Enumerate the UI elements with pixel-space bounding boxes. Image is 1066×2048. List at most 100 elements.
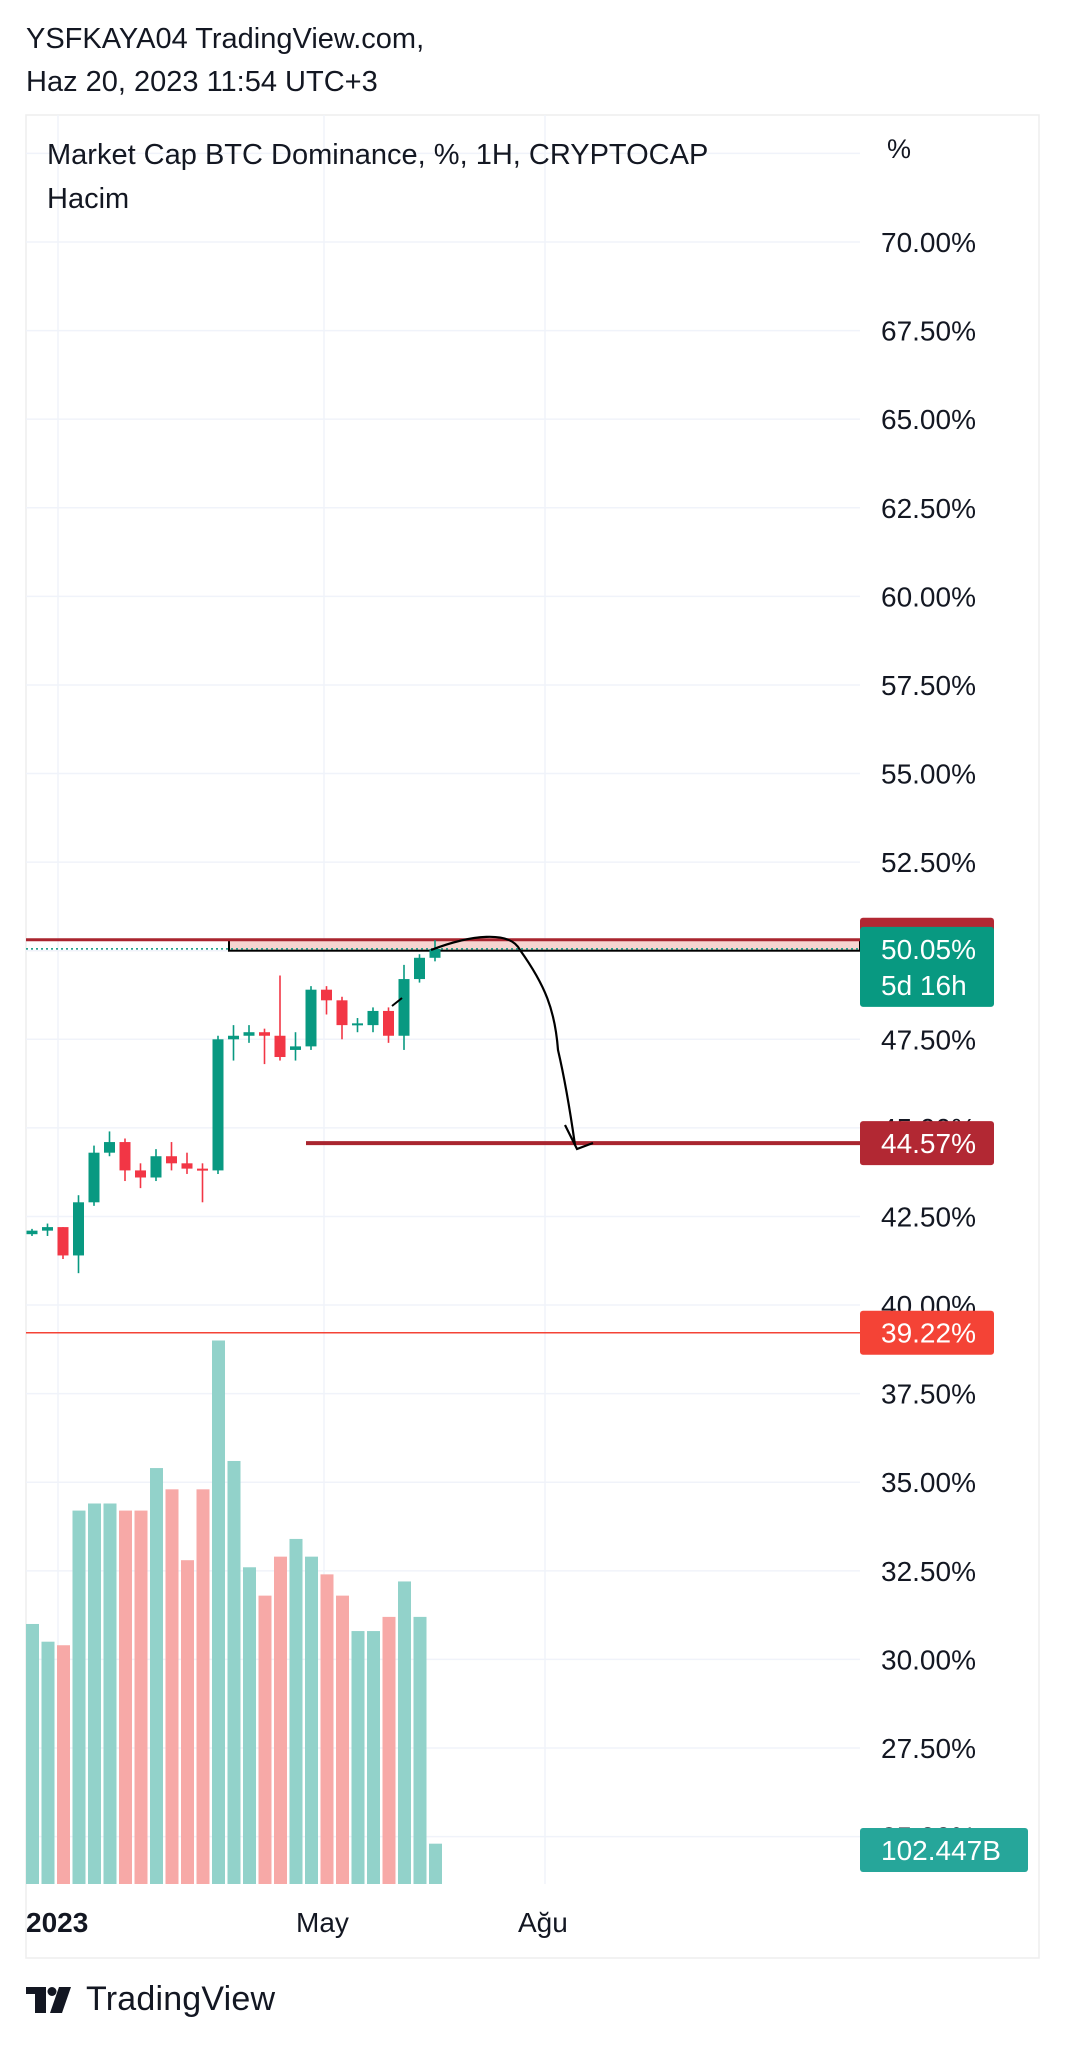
y-tick-label: 35.00% [881, 1467, 976, 1498]
candle-body [259, 1032, 270, 1036]
volume-bar [243, 1567, 256, 1884]
candle-body [197, 1168, 208, 1171]
candle-body [336, 1000, 348, 1026]
volume-bar [258, 1595, 272, 1884]
tradingview-logo[interactable]: TradingView [26, 1980, 275, 2019]
price-label-text: 44.57% [881, 1128, 976, 1159]
annotation-arrow-curve [430, 935, 577, 1146]
volume-bar [103, 1503, 117, 1884]
price-label-box [860, 1121, 994, 1166]
volume-bar [119, 1510, 132, 1884]
author-line: YSFKAYA04 TradingView.com, [26, 23, 425, 55]
candle-body [321, 989, 332, 1001]
volume-bar [305, 1556, 318, 1884]
volume-indicator-label: Hacim [47, 183, 129, 215]
y-tick-label: 65.00% [881, 404, 976, 435]
volume-bar [227, 1460, 241, 1884]
y-tick-label: 30.00% [881, 1644, 976, 1675]
candle-body [166, 1156, 177, 1164]
candles [26, 940, 441, 1274]
x-tick-label: 2023 [26, 1907, 88, 1938]
price-label-countdown: 5d 16h [881, 970, 967, 1001]
candle-body [429, 948, 441, 958]
candle-body [88, 1152, 100, 1203]
resistance-zone [228, 938, 861, 952]
volume-bar [398, 1581, 411, 1884]
candle-body [212, 1039, 224, 1171]
volume-bar [274, 1556, 287, 1884]
candle-body [398, 979, 410, 1036]
volume-bar [382, 1616, 396, 1884]
y-tick-label: 55.00% [881, 759, 976, 790]
y-tick-label: 32.50% [881, 1556, 976, 1587]
y-tick-label: 47.50% [881, 1024, 976, 1055]
annotations [391, 935, 594, 1151]
volume-bar [196, 1489, 210, 1884]
volume-bar [26, 1623, 39, 1884]
candle-body [119, 1142, 131, 1171]
volume-bar [367, 1631, 380, 1884]
levels [26, 938, 861, 1334]
candle-body [352, 1023, 363, 1026]
candle-body [243, 1032, 255, 1036]
volume-bar [88, 1503, 101, 1884]
volume-bar [289, 1538, 303, 1884]
price-label-box [860, 926, 994, 1007]
volume-label-box [860, 1828, 1028, 1872]
price-label-text: 39.22% [881, 1318, 976, 1349]
chart-frame [25, 114, 1040, 1959]
annotation-tick [391, 997, 403, 1007]
y-tick-label: 37.50% [881, 1379, 976, 1410]
volume-bar [150, 1468, 163, 1884]
volume-bar [41, 1641, 55, 1884]
candle-body [57, 1227, 69, 1256]
candle-body [104, 1142, 115, 1153]
y-tick-label: 70.00% [881, 227, 976, 258]
chart-title: Market Cap BTC Dominance, %, 1H, CRYPTOC… [47, 139, 708, 171]
volume-bar [429, 1843, 442, 1884]
y-axis-unit: % [887, 134, 911, 164]
candle-body [135, 1170, 146, 1178]
candle-body [367, 1010, 379, 1026]
x-axis: 2023 May Ağu [26, 1907, 568, 1938]
candle-body [274, 1035, 286, 1058]
x-tick-label: May [296, 1907, 349, 1938]
price-label-text: 50.05% [881, 934, 976, 965]
volume-bars [26, 1340, 442, 1884]
tradingview-brand: TradingView [86, 1980, 276, 2018]
volume-label-text: 102.447B [881, 1835, 1001, 1866]
y-tick-label: 52.50% [881, 847, 976, 878]
volume-bar [165, 1489, 179, 1884]
timestamp-line: Haz 20, 2023 11:54 UTC+3 [26, 66, 378, 98]
volume-bar [320, 1574, 334, 1884]
candle-body [383, 1010, 394, 1036]
annotation-arrow-head [564, 1124, 594, 1151]
volume-bar [181, 1560, 194, 1884]
chart-header: YSFKAYA04 TradingView.com, Haz 20, 2023 … [26, 18, 424, 104]
y-tick-label: 62.50% [881, 493, 976, 524]
y-tick-label: 27.50% [881, 1733, 976, 1764]
y-tick-label: 57.50% [881, 670, 976, 701]
volume-bar [72, 1510, 86, 1884]
volume-bar [351, 1631, 365, 1884]
y-tick-label: 67.50% [881, 316, 976, 347]
y-axis: 70.00% 67.50% 65.00% 62.50% 60.00% 57.50% 55.0… [881, 227, 976, 1853]
volume-bar [413, 1616, 427, 1884]
candle-body [228, 1035, 239, 1040]
y-tick-label: 60.00% [881, 581, 976, 612]
volume-bar [212, 1340, 225, 1884]
candle-body [42, 1227, 53, 1231]
volume-bar [134, 1510, 148, 1884]
x-tick-label: Ağu [518, 1907, 568, 1938]
candle-body [305, 989, 317, 1047]
volume-bar [57, 1645, 70, 1884]
candle-body [414, 957, 425, 980]
price-label-box [860, 1310, 994, 1355]
candle-body [290, 1046, 301, 1050]
tradingview-logo-icon [26, 1986, 71, 2013]
candle-body [73, 1202, 84, 1256]
volume-bar [336, 1595, 349, 1884]
candle-body [181, 1163, 193, 1169]
